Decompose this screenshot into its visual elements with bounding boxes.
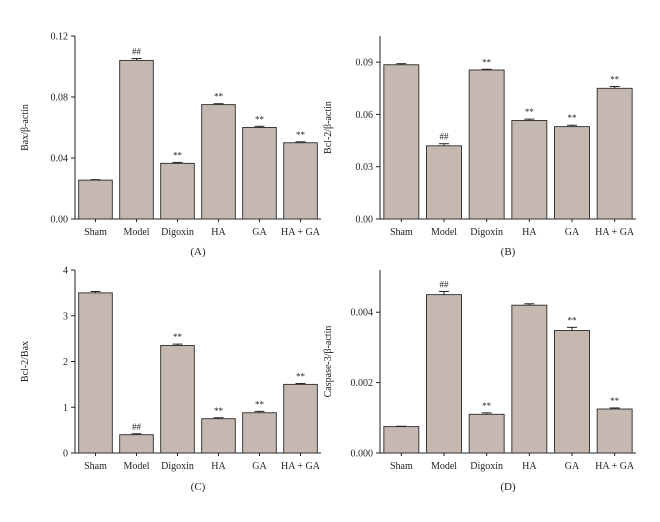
bar-ga <box>554 330 590 454</box>
y-tick-label: 0 <box>63 449 68 460</box>
bar-ga <box>554 126 590 220</box>
significance-mark: ** <box>173 150 183 160</box>
y-tick-label: 0.00 <box>356 215 374 226</box>
significance-mark: ## <box>132 422 142 432</box>
bar-ga <box>242 127 277 220</box>
y-tick-label: 0.04 <box>51 154 69 165</box>
significance-mark: ** <box>255 114 265 124</box>
x-tick-label: Digoxin <box>161 227 194 238</box>
bar-ga <box>242 412 277 454</box>
y-tick-label: 0.08 <box>51 93 69 104</box>
panel-label: (A) <box>190 246 206 258</box>
y-tick-label: 0.000 <box>351 449 374 460</box>
x-tick-label: Sham <box>390 461 413 472</box>
significance-mark: ** <box>482 57 492 67</box>
significance-mark: ** <box>568 315 578 325</box>
y-tick-label: 0.06 <box>356 110 374 121</box>
significance-mark: ## <box>440 279 450 289</box>
bar-digoxin <box>468 413 505 454</box>
bar-sham <box>78 179 113 220</box>
panel-3: 0.000 0.002 0.004 Sham ## Model ** Digoxin HA ** G… <box>323 270 636 493</box>
y-axis-title: Bcl-2/β-actin <box>323 101 334 154</box>
bar-digoxin <box>468 69 505 220</box>
significance-mark: ** <box>525 107 535 117</box>
x-tick-label: HA <box>522 461 537 472</box>
bar-ha <box>201 104 236 220</box>
x-tick-label: HA <box>522 227 537 238</box>
y-tick-label: 0.002 <box>351 378 374 389</box>
x-tick-label: GA <box>252 227 267 238</box>
y-axis-title: Bax/β-actin <box>20 104 31 151</box>
bar-ha-ga <box>596 87 633 220</box>
y-tick-label: 1 <box>63 403 68 414</box>
x-tick-label: GA <box>565 461 580 472</box>
y-axis-title: Caspase-3/β-actin <box>323 326 334 398</box>
bar-ha-ga <box>283 383 318 454</box>
x-tick-label: Sham <box>84 461 107 472</box>
x-tick-label: HA + GA <box>281 227 321 238</box>
y-tick-label: 0.09 <box>356 58 374 69</box>
significance-mark: ** <box>214 92 224 102</box>
bar-model <box>426 145 462 220</box>
y-axis-title: Bcl-2/Bax <box>20 341 31 382</box>
x-tick-label: Digoxin <box>470 227 503 238</box>
x-tick-label: Model <box>123 227 149 238</box>
significance-mark: ** <box>214 406 224 416</box>
bar-model <box>119 434 154 454</box>
x-tick-label: HA + GA <box>595 227 635 238</box>
bar-sham <box>78 292 113 454</box>
bar-ha-ga <box>596 408 633 454</box>
bar-sham <box>383 426 420 454</box>
panel-label: (C) <box>191 481 206 493</box>
bar-model <box>426 294 462 454</box>
significance-mark: ** <box>610 75 620 85</box>
significance-mark: ** <box>255 399 265 409</box>
y-tick-label: 3 <box>63 311 68 322</box>
panel-1: 0.00 0.03 0.06 0.09 Sham ## Model ** Digoxin ** HA… <box>323 36 636 258</box>
x-tick-label: Sham <box>390 227 413 238</box>
x-tick-label: Model <box>431 461 457 472</box>
x-tick-label: Digoxin <box>470 461 503 472</box>
panel-label: (B) <box>501 246 516 258</box>
bar-ha-ga <box>283 142 318 220</box>
bar-digoxin <box>160 345 195 454</box>
y-tick-label: 2 <box>63 357 68 368</box>
x-tick-label: HA <box>211 227 226 238</box>
x-tick-label: Sham <box>84 227 107 238</box>
bar-ha <box>201 418 236 454</box>
bar-sham <box>383 64 420 220</box>
x-tick-label: Model <box>431 227 457 238</box>
bar-ha <box>511 304 548 454</box>
significance-mark: ** <box>610 396 620 406</box>
x-tick-label: HA + GA <box>281 461 321 472</box>
x-tick-label: GA <box>252 461 267 472</box>
bar-digoxin <box>160 162 195 220</box>
x-tick-label: HA + GA <box>595 461 635 472</box>
panel-0: 0.00 0.04 0.08 0.12 Sham ## Model ** Digoxin ** HA… <box>20 32 321 258</box>
x-tick-label: GA <box>565 227 580 238</box>
y-tick-label: 4 <box>63 266 68 277</box>
x-tick-label: Model <box>123 461 149 472</box>
significance-mark: ## <box>440 132 450 142</box>
panel-label: (D) <box>500 481 516 493</box>
significance-mark: ** <box>568 113 578 123</box>
y-tick-label: 0.12 <box>51 32 69 43</box>
y-tick-label: 0.03 <box>356 162 374 173</box>
panel-2: 0 1 2 3 4 Sham ## Model ** Digoxin ** HA ** GA ** HA + … <box>20 266 321 493</box>
significance-mark: ** <box>296 130 306 140</box>
bar-model <box>119 59 154 220</box>
y-tick-label: 0.004 <box>351 308 374 319</box>
significance-mark: ** <box>173 332 183 342</box>
significance-mark: ## <box>132 47 142 57</box>
x-tick-label: HA <box>211 461 226 472</box>
y-tick-label: 0.00 <box>51 215 69 226</box>
x-tick-label: Digoxin <box>161 461 194 472</box>
significance-mark: ** <box>482 401 492 411</box>
significance-mark: ** <box>296 371 306 381</box>
bar-ha <box>511 120 548 220</box>
